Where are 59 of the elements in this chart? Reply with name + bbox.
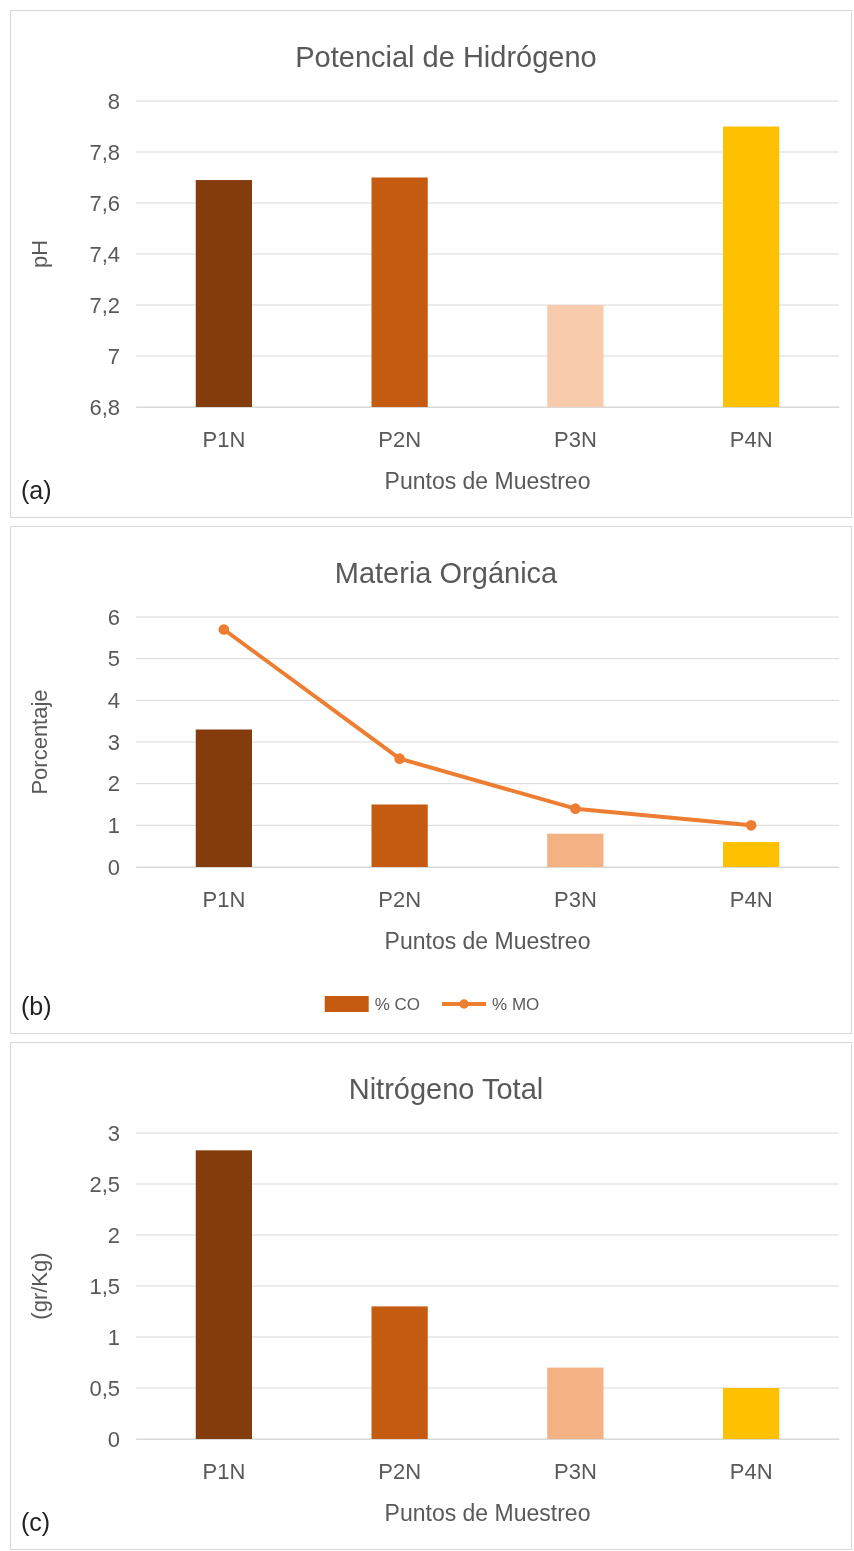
y-tick-label: 8 xyxy=(107,88,120,114)
point xyxy=(570,803,581,815)
x-tick-label: P1N xyxy=(202,426,246,452)
x-tick-label: P2N xyxy=(378,426,422,452)
y-tick-label: 7,2 xyxy=(89,292,120,318)
y-axis-title: pH xyxy=(27,239,52,269)
y-tick-label: 0,5 xyxy=(89,1375,120,1401)
y-tick-label: 0 xyxy=(107,1426,120,1452)
x-tick-label: P1N xyxy=(202,886,246,912)
text: (b) xyxy=(21,992,52,1020)
point xyxy=(394,753,405,765)
bar xyxy=(723,842,780,867)
x-tick-label: P2N xyxy=(378,1458,422,1484)
bar xyxy=(723,1388,780,1439)
point xyxy=(218,624,230,635)
x-tick-label: P4N xyxy=(729,426,773,452)
y-tick-label: 2 xyxy=(107,1222,120,1248)
y-tick-label: 2 xyxy=(107,771,120,797)
x-axis-title: Puntos de Muestreo xyxy=(384,1500,591,1526)
y-tick-label: 2,5 xyxy=(89,1171,120,1197)
y-tick-label: 1 xyxy=(107,1324,120,1350)
bar xyxy=(195,1150,252,1439)
x-tick-label: P3N xyxy=(553,1458,597,1484)
x-tick-label: P4N xyxy=(729,886,773,912)
x-tick-label: P3N xyxy=(553,886,597,912)
y-tick-label: 5 xyxy=(107,646,120,672)
bar xyxy=(371,804,428,867)
x-axis-title: Puntos de Muestreo xyxy=(384,928,591,954)
y-tick-label: 3 xyxy=(107,1120,120,1146)
x-tick-label: P4N xyxy=(729,1458,773,1484)
legend-label: % CO xyxy=(374,995,421,1014)
x-axis-title: Puntos de Muestreo xyxy=(384,468,591,494)
y-tick-label: 7,6 xyxy=(89,190,120,216)
y-tick-label: 6 xyxy=(107,604,120,630)
point xyxy=(745,819,757,831)
y-axis-title: (gr/Kg) xyxy=(27,1252,52,1320)
bar xyxy=(371,1306,428,1439)
x-tick-label: P1N xyxy=(202,1458,246,1484)
bar xyxy=(547,1367,604,1439)
y-tick-label: 1 xyxy=(107,812,120,838)
y-tick-label: 7,8 xyxy=(89,139,120,165)
y-tick-label: 7,4 xyxy=(89,241,120,267)
y-tick-label: 3 xyxy=(107,729,120,755)
y-tick-label: 7 xyxy=(107,343,120,369)
text: (c) xyxy=(21,1508,51,1536)
x-tick-label: P2N xyxy=(378,886,422,912)
y-tick-label: 4 xyxy=(107,687,120,713)
bar xyxy=(195,729,252,867)
y-tick-label: 1,5 xyxy=(89,1273,120,1299)
chart-title: Materia Orgánica xyxy=(334,557,559,589)
y-tick-label: 6,8 xyxy=(89,394,120,420)
chart-title: Nitrógeno Total xyxy=(348,1073,544,1105)
chart-title: Potencial de Hidrógeno xyxy=(295,41,597,73)
x-tick-label: P3N xyxy=(553,426,597,452)
bar xyxy=(547,833,604,867)
text: (a) xyxy=(21,476,52,504)
y-axis-title: Porcentaje xyxy=(27,689,52,795)
legend-label: % MO xyxy=(492,995,540,1014)
y-tick-label: 0 xyxy=(107,854,120,880)
